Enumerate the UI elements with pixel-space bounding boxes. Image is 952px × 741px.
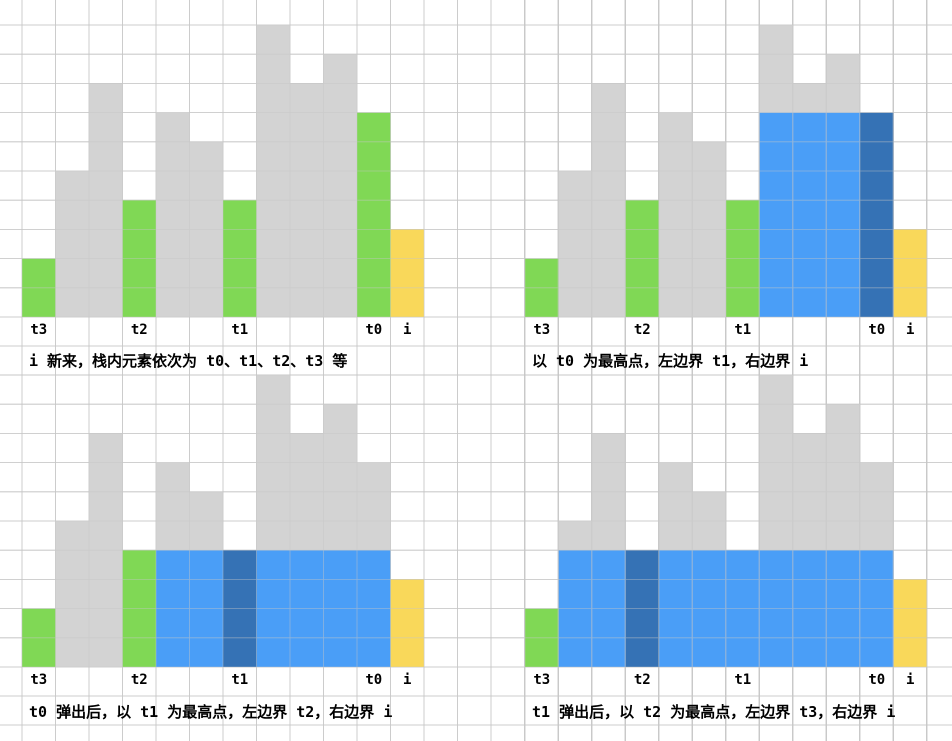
bar-gray <box>659 112 693 317</box>
bar-current-i <box>390 579 424 667</box>
index-label-i: i <box>403 672 412 688</box>
panel-caption: 以 t0 为最高点，左边界 t1，右边界 i <box>532 352 809 370</box>
index-label-t3: t3 <box>533 672 551 688</box>
index-label-t3: t3 <box>30 672 48 688</box>
index-label-t2: t2 <box>130 672 148 688</box>
bar-current-i <box>390 229 424 317</box>
index-label-t3: t3 <box>533 322 551 338</box>
index-label-i: i <box>906 322 915 338</box>
index-label-t0: t0 <box>868 672 886 688</box>
bar-current-i <box>893 229 927 317</box>
bar-gray <box>323 54 357 317</box>
panel-caption: t0 弹出后，以 t1 为最高点，左边界 t2，右边界 i <box>29 703 393 721</box>
index-label-t0: t0 <box>365 322 383 338</box>
index-label-i: i <box>403 322 412 338</box>
index-label-t0: t0 <box>868 322 886 338</box>
bar-gray <box>55 521 89 667</box>
bar-current-i <box>893 579 927 667</box>
bar-peak-highlight <box>860 112 894 317</box>
bar-gray <box>156 112 190 317</box>
bar-area-fill <box>759 112 793 317</box>
panel-caption: i 新来，栈内元素依次为 t0、t1、t2、t3 等 <box>29 352 348 370</box>
index-label-t1: t1 <box>734 322 752 338</box>
bar-gray <box>55 171 89 317</box>
bar-stack-element <box>357 112 391 317</box>
index-label-t1: t1 <box>231 672 249 688</box>
bar-area-fill <box>826 112 860 317</box>
index-label-i: i <box>906 672 915 688</box>
index-label-t2: t2 <box>633 322 651 338</box>
index-label-t2: t2 <box>633 672 651 688</box>
index-label-t0: t0 <box>365 672 383 688</box>
panel-caption: t1 弹出后，以 t2 为最高点，左边界 t3，右边界 i <box>532 703 896 721</box>
index-label-t2: t2 <box>130 322 148 338</box>
bar-gray <box>558 171 592 317</box>
index-label-t1: t1 <box>734 672 752 688</box>
index-label-t1: t1 <box>231 322 249 338</box>
bar-area-fill <box>793 112 827 317</box>
index-label-t3: t3 <box>30 322 48 338</box>
